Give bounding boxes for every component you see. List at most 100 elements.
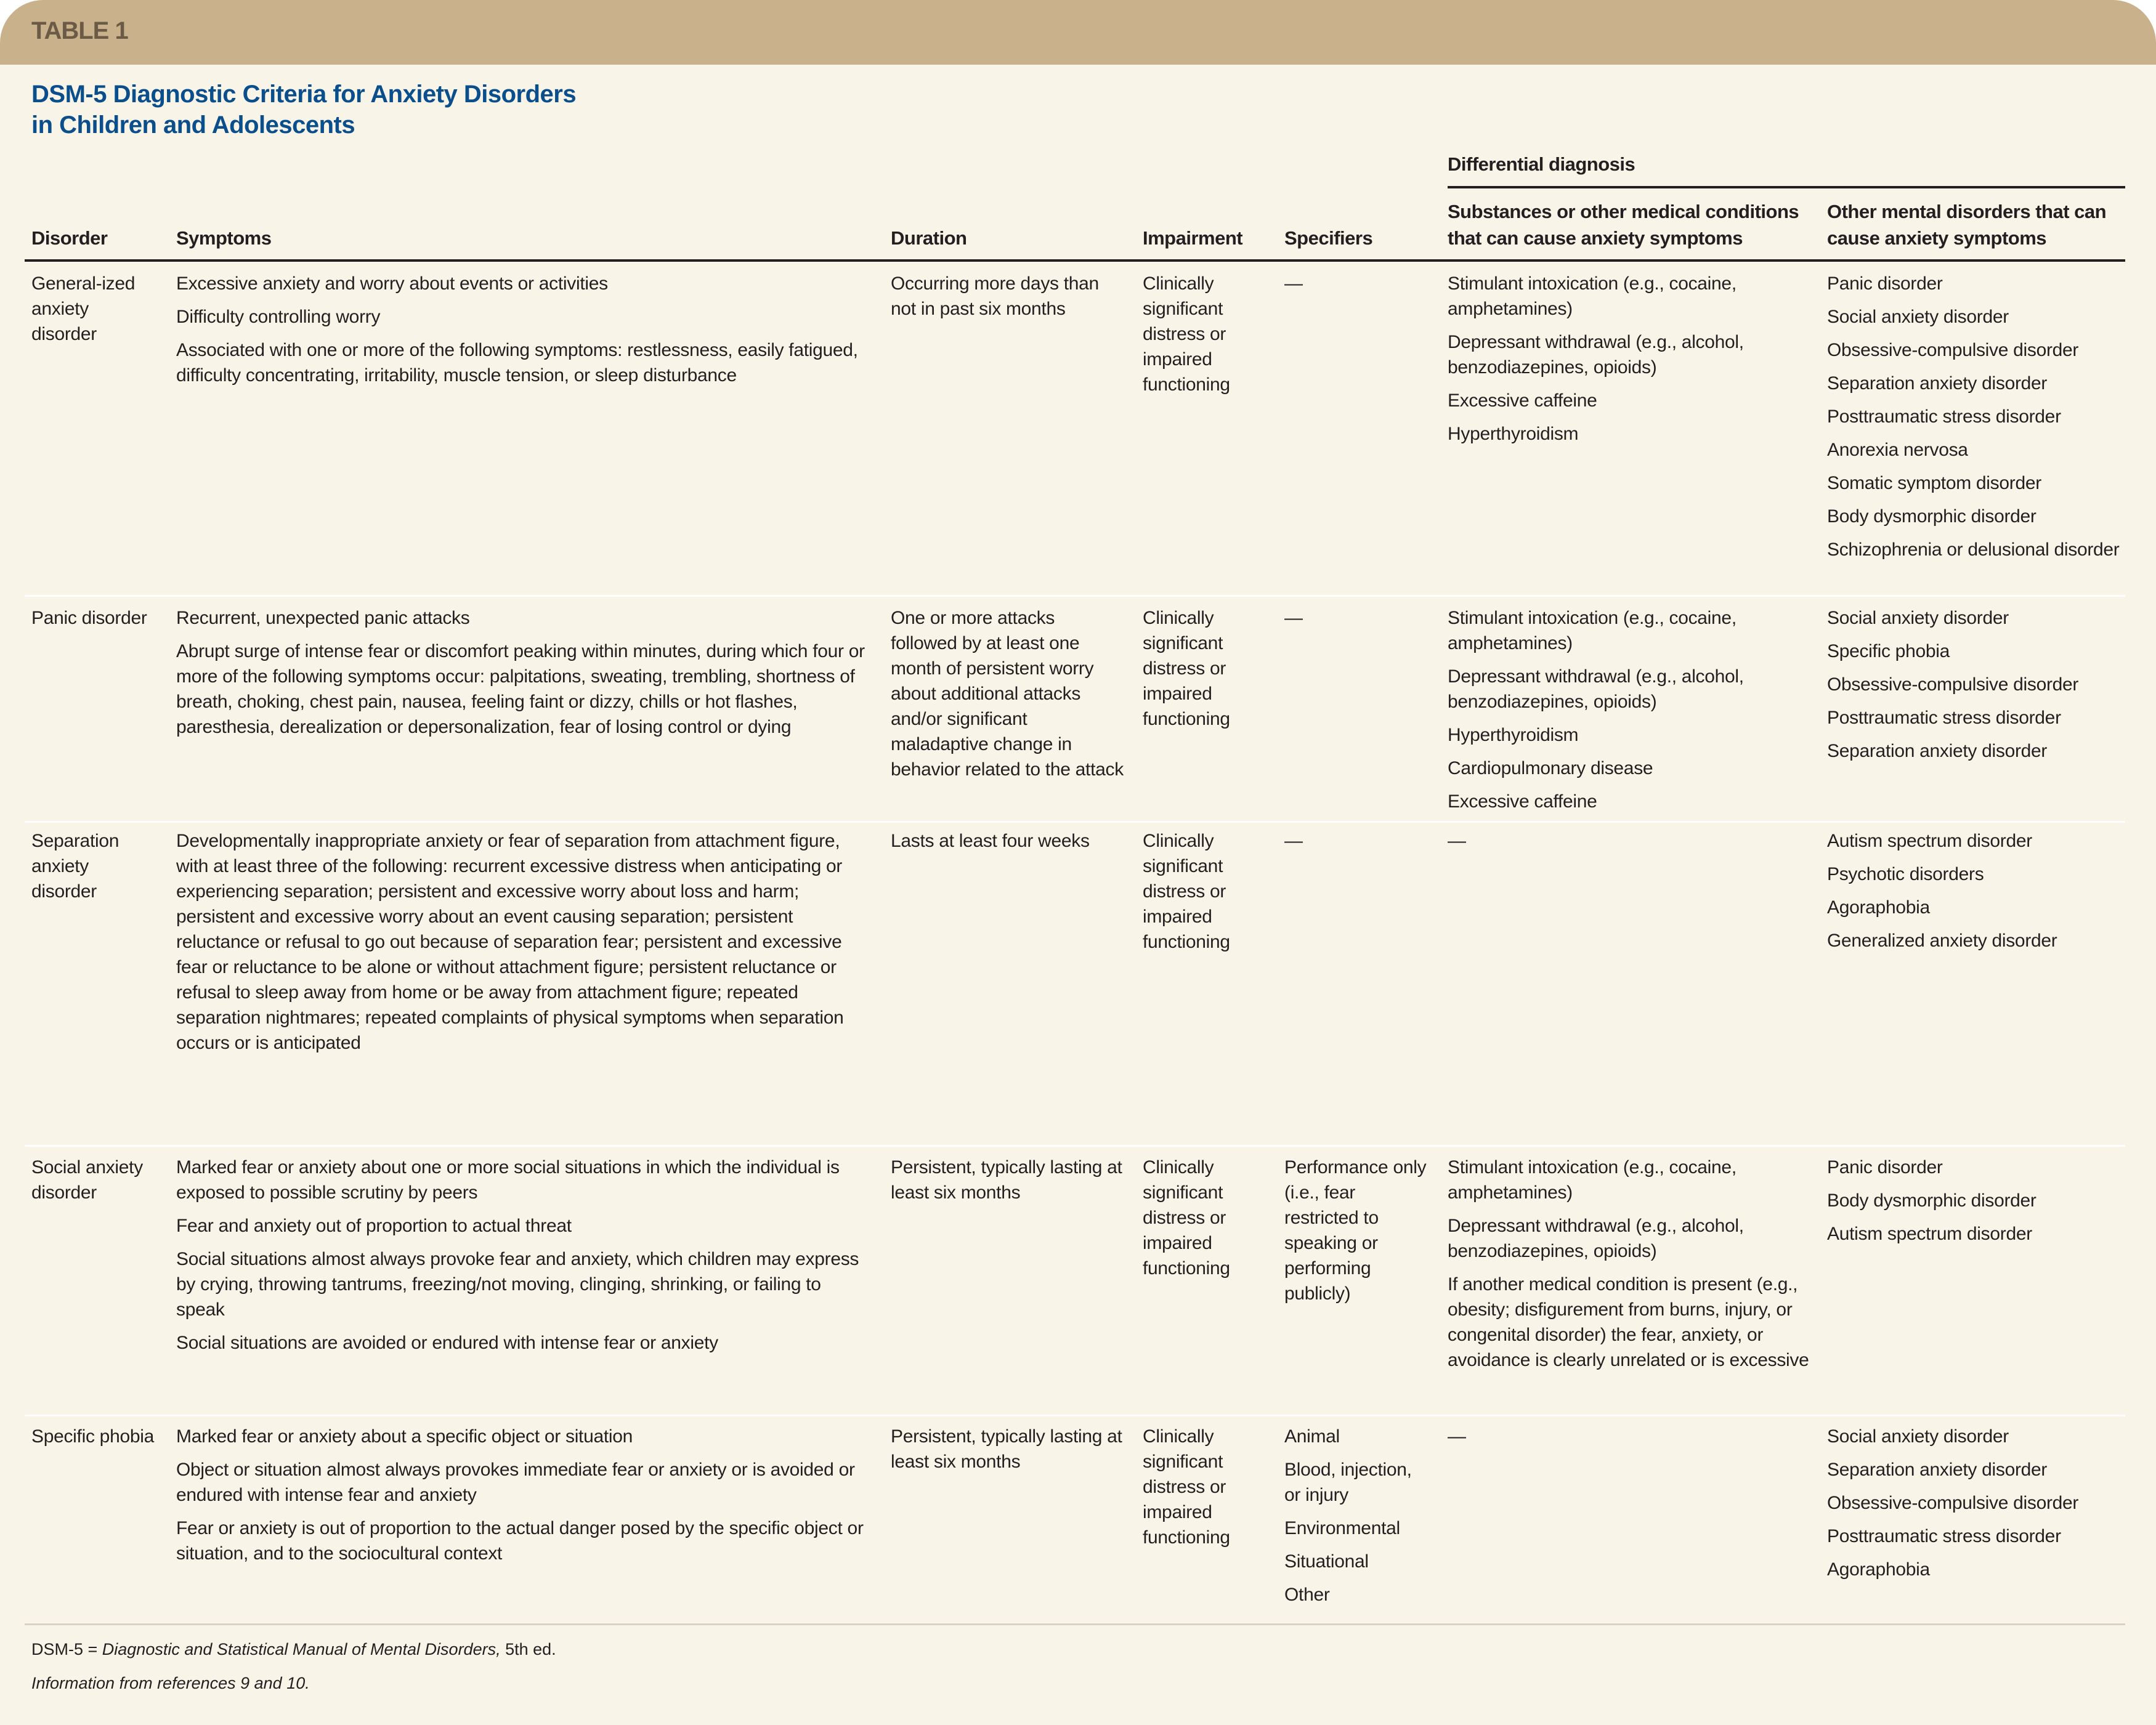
footnote-abbr-prefix: DSM-5 = — [31, 1640, 102, 1658]
cell-substances: Stimulant intoxication (e.g., cocaine, a… — [1448, 605, 1811, 822]
cell-specifiers: Performance only (i.e., fear restricted … — [1284, 1155, 1432, 1314]
substances-item: If another medical condition is present … — [1448, 1274, 1809, 1370]
table-title: DSM-5 Diagnostic Criteria for Anxiety Di… — [31, 79, 577, 140]
header-symptoms: Symptoms — [176, 227, 272, 249]
cell-substances: Stimulant intoxication (e.g., cocaine, a… — [1448, 271, 1811, 454]
header-other-line-1: Other mental disorders that can — [1827, 201, 2107, 222]
other-item: Agoraphobia — [1827, 897, 1930, 918]
symptoms-item: Social situations are avoided or endured… — [176, 1333, 718, 1353]
header-substances-line-2: that can cause anxiety symptoms — [1448, 227, 1743, 249]
substances-item: Depressant withdrawal (e.g., alcohol, be… — [1448, 666, 1744, 712]
cell-specifiers: Animal Blood, injection, or injury Environ… — [1284, 1424, 1432, 1615]
symptoms-item: Object or situation almost always provok… — [176, 1460, 855, 1505]
cell-symptoms: Marked fear or anxiety about one or more… — [176, 1155, 866, 1363]
other-item: Agoraphobia — [1827, 1559, 1930, 1580]
header-other-disorders: Other mental disorders that can cause an… — [1827, 198, 2107, 251]
other-item: Obsessive-compulsive disorder — [1827, 1493, 2079, 1513]
cell-impairment: Clinically significant distress or impai… — [1143, 1157, 1230, 1279]
substances-item: Excessive caffeine — [1448, 390, 1597, 411]
header-differential-diagnosis: Differential diagnosis — [1448, 153, 1635, 175]
cell-duration: Occurring more days than not in past six… — [891, 273, 1099, 319]
symptoms-item: Developmentally inappropriate anxiety or… — [176, 831, 844, 1053]
cell-specifiers: — — [1284, 605, 1432, 639]
footnote-source: Information from references 9 and 10. — [31, 1674, 310, 1692]
cell-duration: One or more attacks followed by at least… — [891, 608, 1124, 780]
cell-specifiers: — — [1284, 271, 1432, 304]
cell-other: Autism spectrum disorder Psychotic disord… — [1827, 828, 2129, 961]
other-item: Posttraumatic stress disorder — [1827, 406, 2061, 427]
cell-other: Social anxiety disorder Separation anxiet… — [1827, 1424, 2129, 1590]
header-rule — [25, 259, 2125, 262]
cell-substances: Stimulant intoxication (e.g., cocaine, a… — [1448, 1155, 1811, 1381]
cell-impairment: Clinically significant distress or impai… — [1143, 1426, 1230, 1548]
other-item: Posttraumatic stress disorder — [1827, 708, 2061, 728]
cell-other: Panic disorder Body dysmorphic disorder Au… — [1827, 1155, 2129, 1254]
header-disorder: Disorder — [31, 227, 108, 249]
other-item: Schizophrenia or delusional disorder — [1827, 539, 2120, 560]
title-line-2: in Children and Adolescents — [31, 111, 355, 139]
symptoms-item: Social situations almost always provoke … — [176, 1249, 859, 1320]
cell-specifiers: — — [1284, 828, 1432, 862]
footnote-abbr-title: Diagnostic and Statistical Manual of Men… — [102, 1640, 501, 1658]
specifiers-item: Other — [1284, 1585, 1330, 1605]
symptoms-item: Excessive anxiety and worry about events… — [176, 273, 608, 294]
other-item: Body dysmorphic disorder — [1827, 1190, 2036, 1211]
symptoms-item: Fear or anxiety is out of proportion to … — [176, 1518, 864, 1564]
substances-item: Stimulant intoxication (e.g., cocaine, a… — [1448, 1157, 1737, 1203]
substances-item: Stimulant intoxication (e.g., cocaine, a… — [1448, 273, 1737, 319]
other-item: Generalized anxiety disorder — [1827, 931, 2057, 951]
row-divider — [25, 1145, 2125, 1147]
cell-substances: — — [1448, 1424, 1811, 1457]
cell-disorder: Social anxiety disorder — [31, 1157, 143, 1203]
cell-other: Panic disorder Social anxiety disorder Obs… — [1827, 271, 2129, 570]
cell-duration: Lasts at least four weeks — [891, 831, 1090, 851]
substances-item: Cardiopulmonary disease — [1448, 758, 1653, 778]
other-item: Autism spectrum disorder — [1827, 831, 2032, 851]
cell-disorder: Separation anxiety disorder — [31, 831, 120, 902]
cell-substances: — — [1448, 828, 1811, 862]
other-item: Separation anxiety disorder — [1827, 373, 2048, 394]
substances-item: Stimulant intoxication (e.g., cocaine, a… — [1448, 608, 1737, 653]
header-rule-differential — [1448, 186, 2125, 188]
cell-symptoms: Developmentally inappropriate anxiety or… — [176, 828, 866, 1064]
cell-impairment: Clinically significant distress or impai… — [1143, 608, 1230, 729]
specifiers-item: Animal — [1284, 1426, 1340, 1447]
specifiers-item: Performance only (i.e., fear restricted … — [1284, 1157, 1427, 1304]
header-duration: Duration — [891, 227, 967, 249]
cell-disorder: General-ized anxiety disorder — [31, 273, 136, 344]
substances-item: Excessive caffeine — [1448, 791, 1597, 812]
cell-impairment: Clinically significant distress or impai… — [1143, 831, 1230, 952]
cell-impairment: Clinically significant distress or impai… — [1143, 273, 1230, 395]
substances-item: Hyperthyroidism — [1448, 725, 1579, 745]
substances-item: — — [1448, 831, 1466, 851]
symptoms-item: Marked fear or anxiety about a specific … — [176, 1426, 633, 1447]
cell-symptoms: Recurrent, unexpected panic attacks Abrup… — [176, 605, 866, 748]
other-item: Autism spectrum disorder — [1827, 1224, 2032, 1244]
cell-disorder: Panic disorder — [31, 608, 147, 628]
cell-duration: Persistent, typically lasting at least s… — [891, 1157, 1122, 1203]
substances-item: Depressant withdrawal (e.g., alcohol, be… — [1448, 332, 1744, 378]
header-specifiers: Specifiers — [1284, 227, 1373, 249]
substances-item: — — [1448, 1426, 1466, 1447]
other-item: Separation anxiety disorder — [1827, 1460, 2048, 1480]
other-item: Panic disorder — [1827, 1157, 1943, 1178]
cell-duration: Persistent, typically lasting at least s… — [891, 1426, 1122, 1472]
footnote-abbr-suffix: 5th ed. — [500, 1640, 556, 1658]
row-divider — [25, 821, 2125, 823]
substances-item: Hyperthyroidism — [1448, 424, 1579, 444]
other-item: Anorexia nervosa — [1827, 440, 1968, 460]
symptoms-item: Associated with one or more of the follo… — [176, 340, 858, 386]
other-item: Specific phobia — [1827, 641, 1950, 661]
other-item: Somatic symptom disorder — [1827, 473, 2041, 493]
other-item: Social anxiety disorder — [1827, 1426, 2009, 1447]
row-divider — [25, 595, 2125, 597]
other-item: Posttraumatic stress disorder — [1827, 1526, 2061, 1546]
other-item: Panic disorder — [1827, 273, 1943, 294]
table-number: TABLE 1 — [31, 17, 129, 44]
symptoms-item: Recurrent, unexpected panic attacks — [176, 608, 470, 628]
other-item: Obsessive-compulsive disorder — [1827, 674, 2079, 695]
other-item: Body dysmorphic disorder — [1827, 506, 2036, 527]
cell-symptoms: Excessive anxiety and worry about events… — [176, 271, 866, 396]
substances-item: Depressant withdrawal (e.g., alcohol, be… — [1448, 1216, 1744, 1261]
